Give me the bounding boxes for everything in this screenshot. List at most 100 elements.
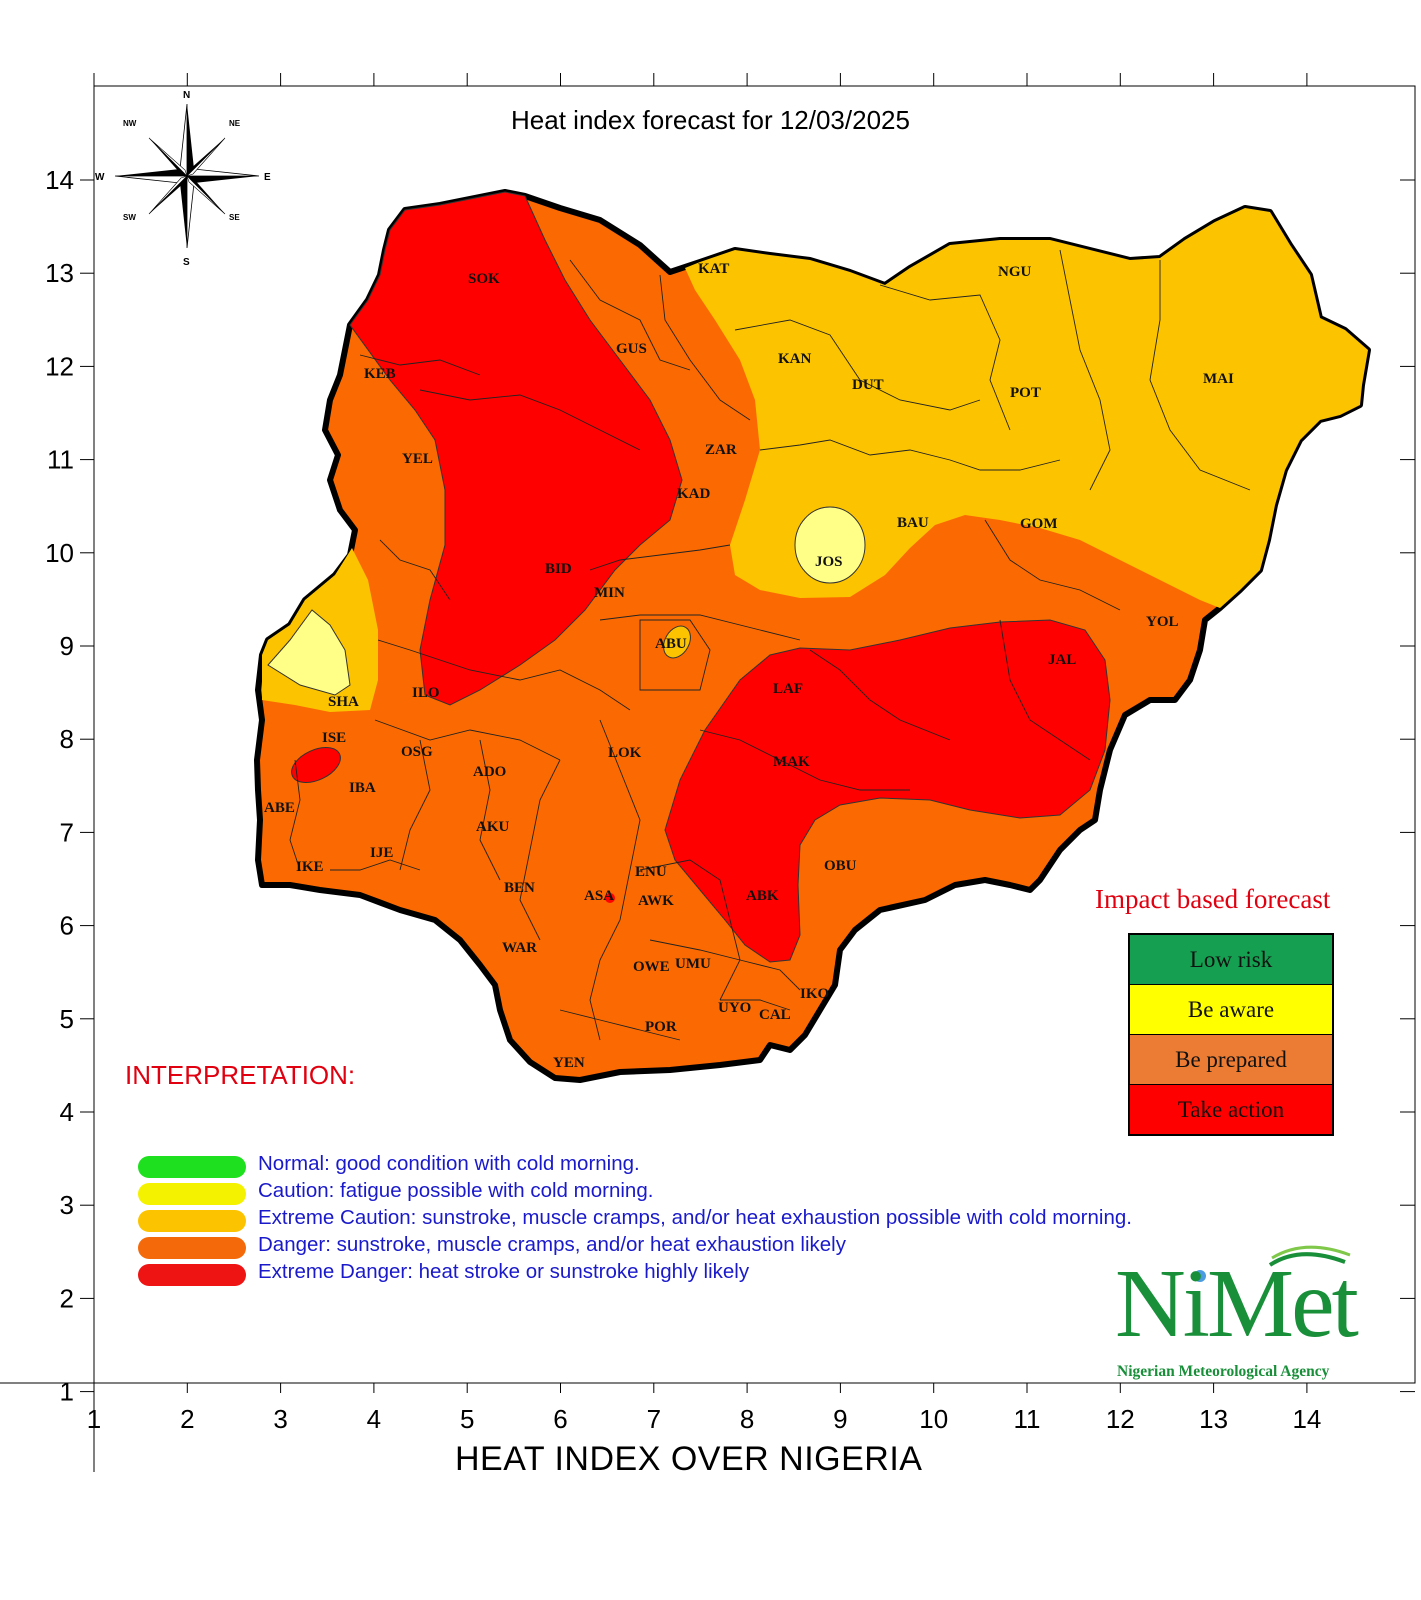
x-tick-label: 4 [367, 1404, 381, 1434]
x-tick-label: 7 [647, 1404, 661, 1434]
map-frame [93, 85, 1416, 1384]
state-label: POT [1010, 385, 1041, 401]
y-tick-label: 12 [45, 351, 74, 381]
legend-swatch [138, 1264, 246, 1286]
x-tick-label: 2 [180, 1404, 194, 1434]
state-label: DUT [852, 377, 884, 393]
state-label: ENU [635, 864, 667, 880]
x-tick-label: 12 [1106, 1404, 1135, 1434]
compass-e: E [264, 172, 271, 183]
y-tick-label: 9 [60, 631, 74, 661]
x-tick-label: 14 [1292, 1404, 1321, 1434]
state-label: ABE [264, 800, 295, 816]
state-label: LOK [608, 745, 642, 761]
state-label: ADO [473, 764, 506, 780]
legend-label: Extreme Caution: sunstroke, muscle cramp… [258, 1206, 1132, 1229]
state-label: LAF [773, 681, 803, 697]
zone-extreme-danger-asa [605, 893, 615, 903]
state-label: UMU [675, 956, 711, 972]
x-axis: 1 2 3 4 5 6 7 8 9 10 11 12 13 14 [87, 73, 1321, 1434]
x-tick-label: 9 [833, 1404, 847, 1434]
state-label: KEB [364, 366, 396, 382]
impact-level-low-risk: Low risk [1130, 935, 1332, 985]
zone-caution-w [267, 609, 351, 696]
state-label: YEL [402, 451, 433, 467]
state-label: MAI [1203, 371, 1234, 387]
y-tick-label: 7 [60, 817, 74, 847]
state-label: IBA [349, 780, 376, 796]
legend-label: Danger: sunstroke, muscle cramps, and/or… [258, 1233, 846, 1256]
y-tick-label: 14 [45, 165, 74, 195]
y-tick-label: 1 [60, 1377, 74, 1407]
y-tick-label: 5 [60, 1004, 74, 1034]
impact-level-be-aware: Be aware [1130, 985, 1332, 1035]
y-tick-label: 8 [60, 724, 74, 754]
state-label: BAU [897, 515, 929, 531]
state-label: POR [645, 1019, 677, 1035]
compass-se: SE [229, 213, 240, 222]
state-label: OSG [401, 744, 433, 760]
state-label: AWK [638, 893, 674, 909]
state-label: YEN [553, 1055, 585, 1071]
state-label: AKU [476, 819, 510, 835]
state-label: WAR [502, 940, 537, 956]
state-label: ASA [584, 888, 614, 904]
x-axis-title: HEAT INDEX OVER NIGERIA [455, 1440, 923, 1478]
x-tick-label: 5 [460, 1404, 474, 1434]
zone-extreme-danger-ise [291, 747, 341, 783]
state-label: NGU [998, 264, 1032, 280]
y-tick-label: 11 [47, 445, 74, 475]
impact-level-take-action: Take action [1130, 1085, 1332, 1134]
zone-extreme-danger-nw [349, 191, 683, 706]
state-label: BEN [504, 880, 535, 896]
state-label: IJE [370, 845, 393, 861]
state-label: ILO [412, 685, 440, 701]
state-label: SHA [328, 694, 359, 710]
state-label: MAK [773, 754, 810, 770]
logo-wordmark: NiMet [1115, 1250, 1359, 1358]
nimet-logo: NiMet Nigerian Meteorological Agency [1115, 1245, 1375, 1385]
state-label: KAD [677, 486, 711, 502]
state-label: IKE [296, 859, 324, 875]
legend-swatch [138, 1156, 246, 1178]
nimet-logo-icon [1194, 1245, 1351, 1282]
compass-ne: NE [229, 119, 241, 128]
state-label: KAN [778, 351, 812, 367]
y-tick-label: 10 [45, 538, 74, 568]
state-label: ABU [655, 636, 687, 652]
impact-forecast-legend: Low risk Be aware Be prepared Take actio… [1128, 933, 1334, 1136]
state-label: GOM [1020, 516, 1058, 532]
compass-nw: NW [123, 119, 137, 128]
compass-rose-icon: N S E W NE NW SE SW [95, 90, 271, 268]
state-label: UYO [718, 1000, 751, 1016]
state-label: KAT [698, 261, 729, 277]
state-label: CAL [759, 1007, 791, 1023]
state-label: SOK [468, 271, 500, 287]
state-label: JAL [1048, 652, 1076, 668]
zone-caution-jos [794, 506, 866, 584]
state-boundaries [289, 249, 1251, 1041]
x-tick-label: 10 [919, 1404, 948, 1434]
zone-extreme-caution-ne [685, 208, 1368, 608]
state-label: OBU [824, 858, 857, 874]
state-label: BID [545, 561, 572, 577]
y-tick-label: 6 [60, 911, 74, 941]
compass-sw: SW [123, 213, 136, 222]
legend-swatch [138, 1237, 246, 1259]
state-label: ISE [322, 730, 346, 746]
state-label: ABK [746, 888, 779, 904]
state-label: OWE [633, 959, 670, 975]
x-tick-label: 3 [273, 1404, 287, 1434]
x-tick-label: 13 [1199, 1404, 1228, 1434]
impact-level-be-prepared: Be prepared [1130, 1035, 1332, 1085]
x-tick-label: 11 [1014, 1404, 1041, 1434]
legend-label: Extreme Danger: heat stroke or sunstroke… [258, 1260, 750, 1283]
impact-forecast-title: Impact based forecast [1095, 884, 1331, 914]
y-tick-label: 2 [60, 1283, 74, 1313]
y-tick-label: 13 [45, 258, 74, 288]
legend-label: Caution: fatigue possible with cold morn… [258, 1179, 654, 1202]
legend-swatch [138, 1183, 246, 1205]
compass-n: N [183, 90, 190, 101]
state-labels: SOK KAT GUS KEB KAN DUT NGU POT MAI YEL … [264, 261, 1234, 1071]
